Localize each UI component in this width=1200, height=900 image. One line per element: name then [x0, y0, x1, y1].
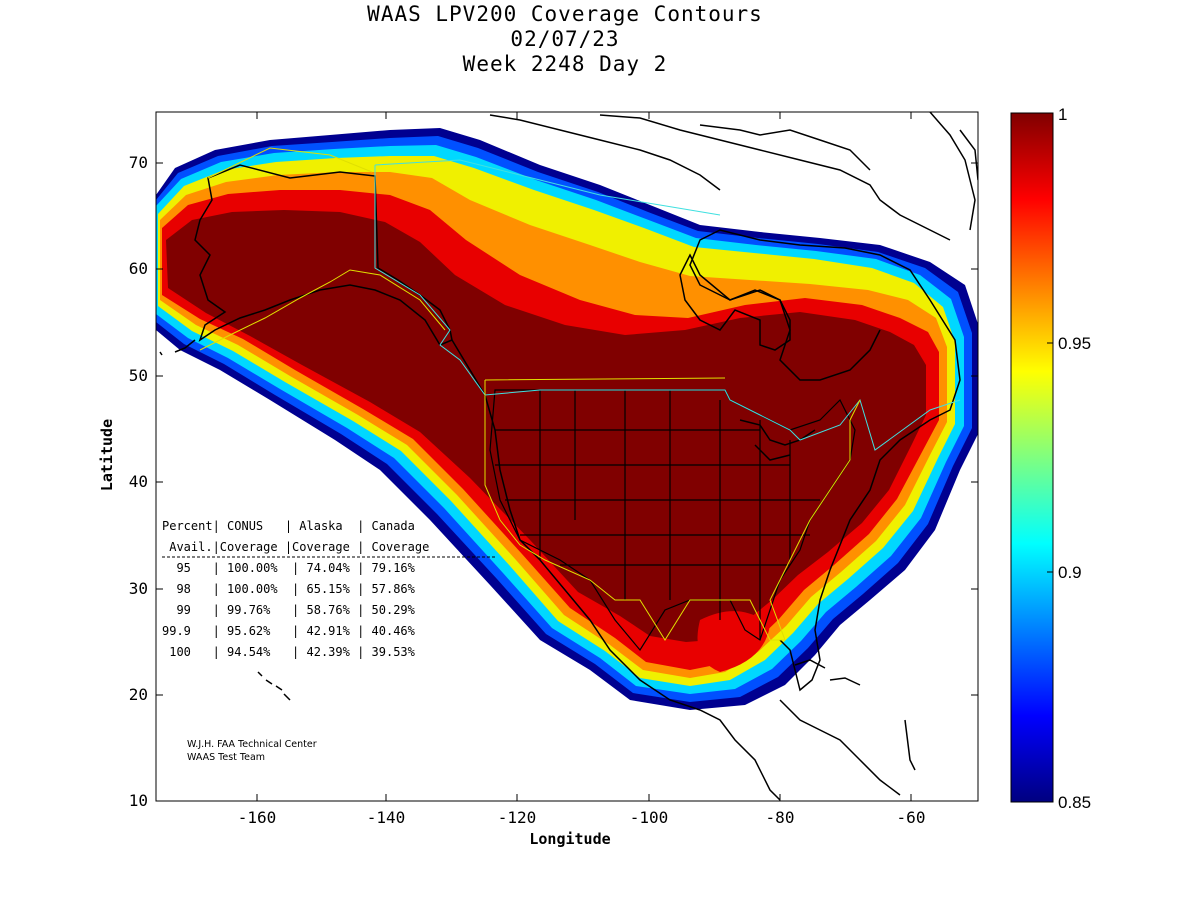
coverage-contours [156, 128, 978, 710]
y-axis-label: Latitude [98, 419, 116, 491]
plot-frame [155, 111, 979, 802]
conus-boundary-yellow [484, 377, 861, 641]
coverage-table: Percent| CONUS | Alaska | Canada Avail.|… [162, 519, 495, 659]
x-tick-label: -160 [238, 808, 277, 827]
y-tick-label: 40 [129, 472, 148, 491]
x-tick-label: -140 [367, 808, 406, 827]
y-tick-label: 10 [129, 791, 148, 810]
colorbar-ticks [1047, 342, 1053, 573]
hudson-bay [679, 253, 791, 351]
greenland-edge [929, 112, 976, 231]
chart-title: WAAS LPV200 Coverage Contours [367, 2, 763, 26]
colorbar-tick-label: 0.95 [1058, 334, 1091, 353]
state-lines-horizontal [495, 429, 820, 566]
y-tick-label: 50 [129, 366, 148, 385]
contour-red-patch-gulf [697, 611, 770, 672]
hawaii [257, 671, 291, 701]
table-row: 95 | 100.00% | 74.04% | 79.16% [162, 561, 416, 575]
y-tick-label: 60 [129, 259, 148, 278]
table-header: Avail.|Coverage |Coverage | Coverage [162, 540, 429, 554]
x-axis-label: Longitude [529, 830, 610, 848]
x-tick-label: -80 [766, 808, 795, 827]
colorbar [1010, 112, 1054, 803]
credit-line: WAAS Test Team [187, 752, 265, 763]
table-header: Percent| CONUS | Alaska | Canada [162, 519, 415, 533]
y-tick-label: 20 [129, 685, 148, 704]
chart-date: 02/07/23 [510, 27, 620, 51]
arctic-islands [489, 114, 978, 241]
x-axis [256, 112, 912, 801]
colorbar-tick-label: 0.85 [1058, 793, 1091, 812]
y-tick-label: 70 [129, 153, 148, 172]
canada-boundary-cyan [374, 159, 961, 451]
caribbean [794, 659, 916, 771]
y-tick-label: 30 [129, 579, 148, 598]
table-row: 100 | 94.54% | 42.39% | 39.53% [162, 645, 416, 659]
table-row: 99.9 | 95.62% | 42.91% | 40.46% [162, 624, 416, 638]
alaska-coastline [194, 164, 453, 346]
colorbar-tick-label: 1 [1058, 105, 1067, 124]
alaska-boundary-yellow [199, 147, 446, 351]
contour-band-darkred [166, 210, 926, 642]
table-row: 98 | 100.00% | 65.15% | 57.86% [162, 582, 416, 596]
fir-boundaries [199, 147, 961, 641]
credit-line: W.J.H. FAA Technical Center [187, 739, 317, 750]
table-row: 99 | 99.76% | 58.76% | 50.29% [162, 603, 416, 617]
central-america [779, 699, 901, 796]
conus-outline [489, 389, 856, 652]
x-tick-label: -60 [897, 808, 926, 827]
chart-week-day: Week 2248 Day 2 [462, 52, 668, 76]
x-tick-label: -120 [498, 808, 537, 827]
colorbar-tick-label: 0.9 [1058, 563, 1082, 582]
x-tick-label: -100 [630, 808, 669, 827]
state-lines-vertical [539, 390, 791, 640]
y-axis [156, 162, 978, 696]
state-borders [489, 389, 856, 652]
aleutian-islands [159, 339, 196, 356]
